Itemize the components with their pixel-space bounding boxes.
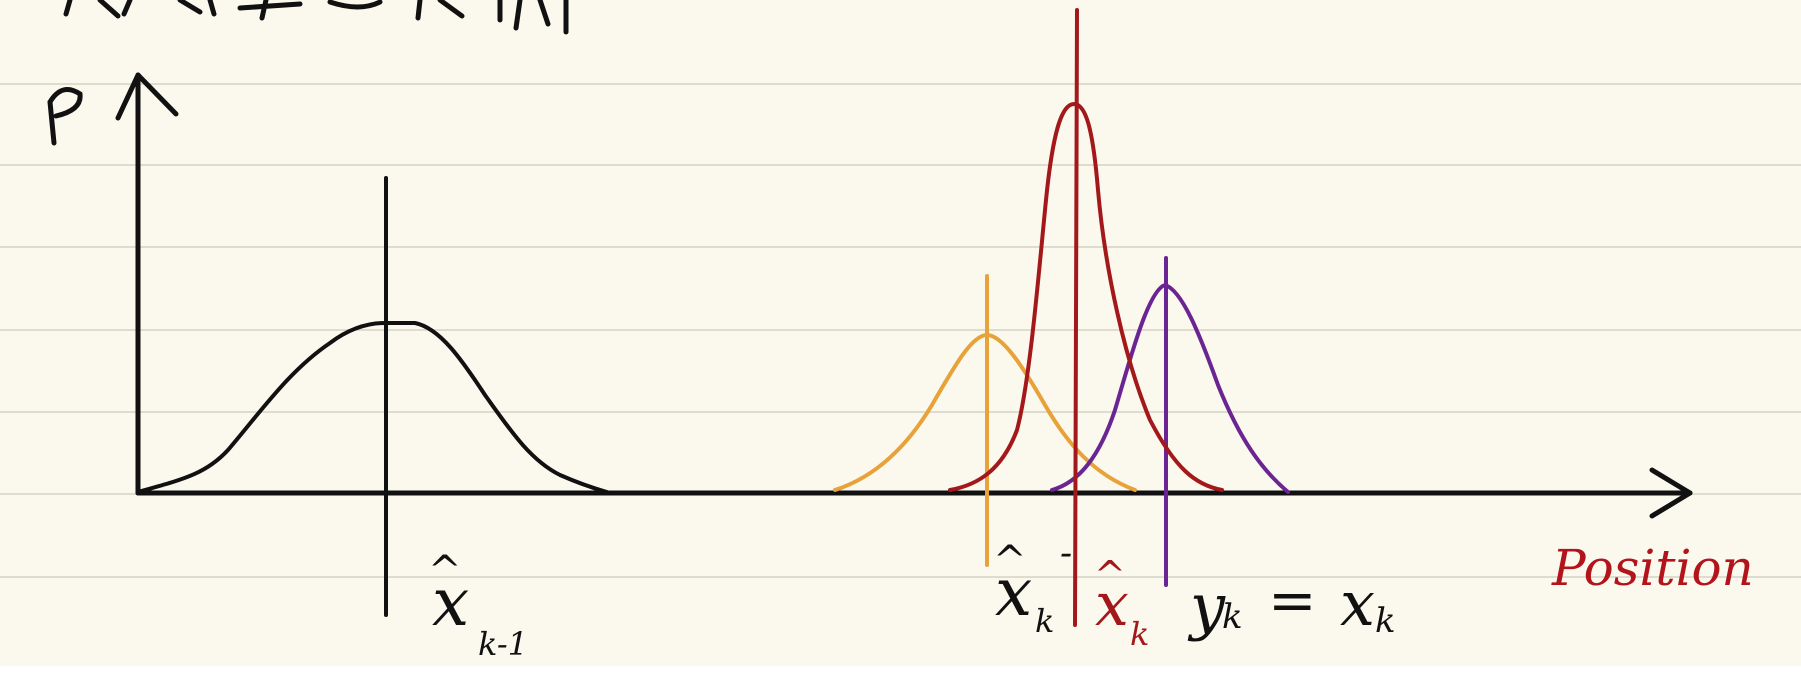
equation-lhs: y: [1187, 570, 1226, 643]
previous-estimate: [136, 176, 609, 617]
label-prior-estimate: x ^ k -: [993, 533, 1072, 640]
y-axis-label-glyph: [47, 87, 83, 146]
cropped-heading-scribble: [63, 0, 569, 35]
label-posterior-estimate: x ^ k: [1094, 553, 1149, 653]
label-previous-estimate-hat: ^: [428, 548, 462, 594]
posterior-estimate-mean-line: [1073, 8, 1079, 627]
x-axis-label: Position: [1551, 539, 1754, 597]
label-prior-estimate-base: x: [995, 554, 1032, 631]
ruled-lines: [0, 83, 1801, 578]
bottom-margin: [0, 666, 1801, 683]
label-prior-estimate-sup: -: [1060, 533, 1072, 574]
y-axis-arrowhead: [115, 72, 179, 121]
label-posterior-estimate-hat: ^: [1094, 553, 1126, 597]
equation-op: =: [1268, 566, 1317, 634]
measurement: [1050, 256, 1290, 587]
label-posterior-estimate-sub: k: [1130, 615, 1149, 653]
prior-estimate: [833, 274, 1137, 567]
label-previous-estimate: x ^ k-1: [428, 548, 528, 663]
posterior-estimate: [948, 8, 1224, 627]
axes: [115, 72, 1693, 519]
label-previous-estimate-base: x: [432, 564, 469, 641]
label-prior-estimate-hat: ^: [993, 538, 1027, 584]
label-posterior-estimate-base: x: [1095, 570, 1129, 640]
label-previous-estimate-sub: k-1: [478, 625, 528, 663]
x-axis-arrowhead: [1649, 467, 1693, 519]
posterior-estimate-curve: [948, 102, 1224, 492]
equation-lhs-sub: k: [1222, 597, 1243, 637]
previous-estimate-curve: [136, 321, 609, 494]
y-axis-label: P: [51, 139, 53, 141]
label-prior-estimate-sub: k: [1035, 602, 1054, 640]
equation-rhs: x: [1340, 567, 1375, 640]
measurement-equation: y k = x k: [1187, 566, 1396, 643]
equation-rhs-sub: k: [1375, 601, 1396, 641]
